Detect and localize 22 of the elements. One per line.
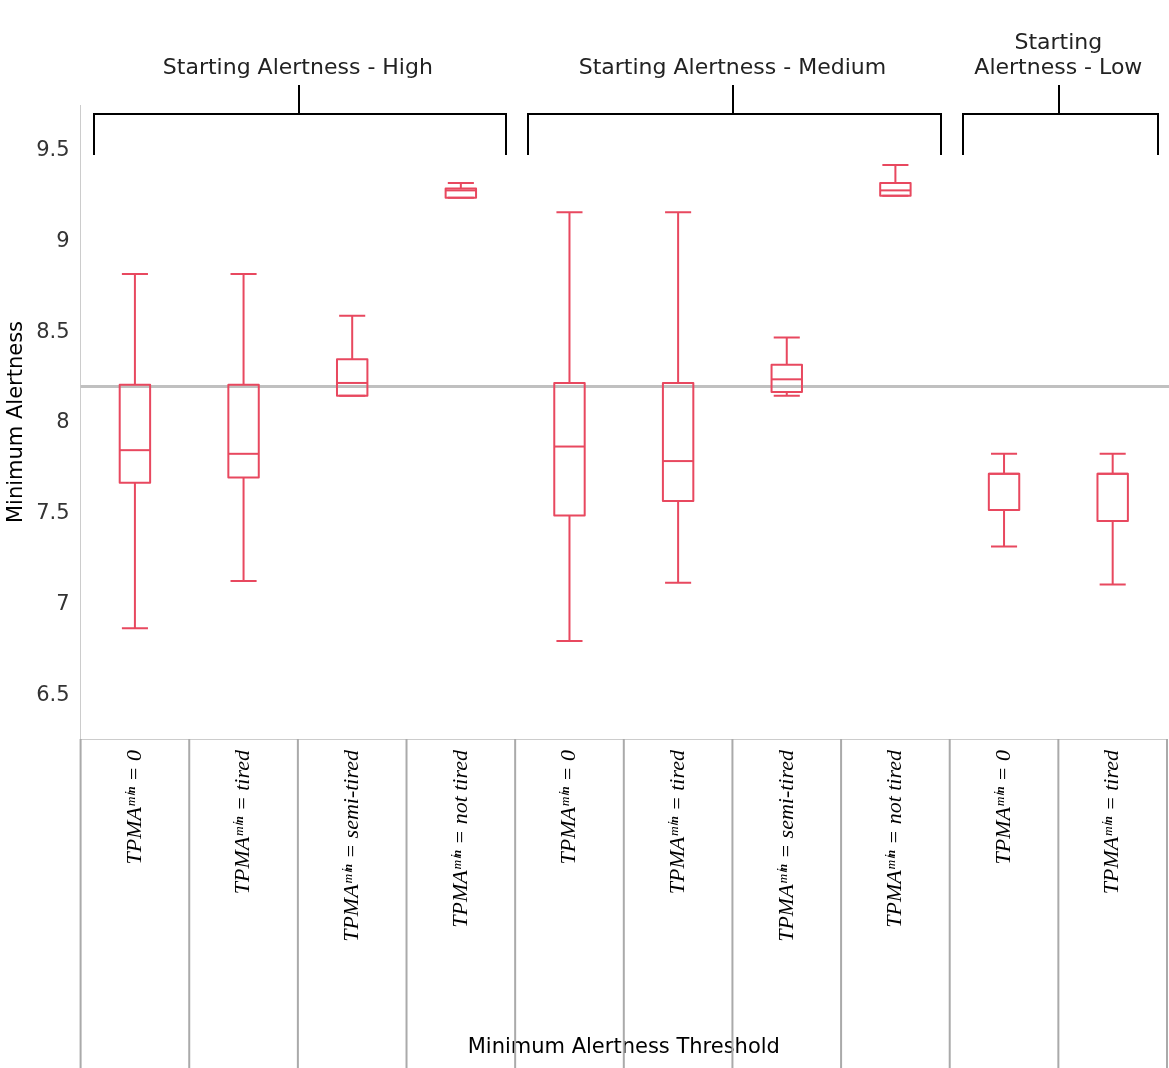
y-tick-label: 8.5 <box>36 318 70 343</box>
text: Starting Alertness - Medium <box>577 54 888 79</box>
x-tick-label: TPMAᵐⁱⁿ = tired <box>1098 749 1124 895</box>
x-tick-label: TPMAᵐⁱⁿ = tired <box>663 749 689 895</box>
x-tick-label: TPMAᵐⁱⁿ = tired <box>229 749 255 895</box>
y-tick-label: 9.5 <box>36 136 70 161</box>
y-tick-label: 7.5 <box>36 500 70 525</box>
text: Starting Alertness - High <box>161 54 434 79</box>
x-tick-label: TPMAᵐⁱⁿ = semi-tired <box>337 749 363 942</box>
x-axis-title: Minimum Alertness Threshold <box>467 1033 780 1058</box>
y-tick-label: 8 <box>56 409 70 434</box>
x-tick-label: TPMAᵐⁱⁿ = semi-tired <box>772 749 798 942</box>
y-tick-label: 6.5 <box>36 681 70 706</box>
x-tick-label: TPMAᵐⁱⁿ = 0 <box>989 750 1015 865</box>
y-tick-label: 9 <box>56 227 70 252</box>
x-tick-label: TPMAᵐⁱⁿ = not tired <box>881 749 907 928</box>
y-axis-title: Minimum Alertness <box>3 320 28 524</box>
x-tick-label: TPMAᵐⁱⁿ = not tired <box>446 749 472 928</box>
text: Starting Alertness - Low <box>973 29 1144 79</box>
x-tick-label: TPMAᵐⁱⁿ = 0 <box>120 750 146 865</box>
x-tick-label: TPMAᵐⁱⁿ = 0 <box>555 750 581 865</box>
y-tick-label: 7 <box>56 591 70 616</box>
